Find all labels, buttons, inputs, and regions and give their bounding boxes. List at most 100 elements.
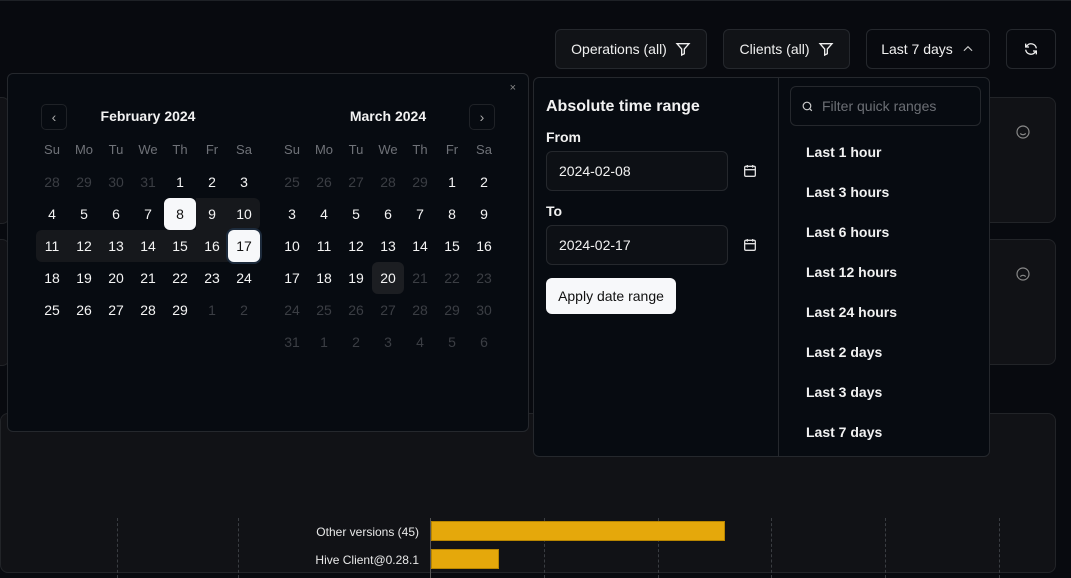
calendar-day[interactable]: 28 [380, 174, 396, 190]
calendar-day[interactable]: 27 [348, 174, 364, 190]
calendar-day[interactable]: 25 [44, 302, 60, 318]
calendar-icon[interactable] [742, 237, 758, 253]
quick-range-item[interactable]: Last 3 days [806, 384, 883, 400]
calendar-day[interactable]: 20 [108, 270, 124, 286]
next-month-button[interactable]: › [469, 104, 495, 130]
calendar-day[interactable]: 10 [284, 238, 300, 254]
calendar-day[interactable]: 30 [476, 302, 492, 318]
calendar-day[interactable]: 29 [76, 174, 92, 190]
calendar-day[interactable]: 29 [412, 174, 428, 190]
calendar-day[interactable]: 4 [416, 334, 424, 350]
calendar-day[interactable]: 16 [196, 230, 228, 262]
calendar-day[interactable]: 25 [284, 174, 300, 190]
calendar-icon[interactable] [742, 163, 758, 179]
calendar-day[interactable]: 22 [444, 270, 460, 286]
quick-range-item[interactable]: Last 24 hours [806, 304, 898, 320]
previous-month-button[interactable]: ‹ [41, 104, 67, 130]
calendar-day[interactable]: 13 [100, 230, 132, 262]
calendar-day[interactable]: 2 [240, 302, 248, 318]
calendar-day[interactable]: 14 [132, 230, 164, 262]
quick-range-item[interactable]: Last 12 hours [806, 264, 898, 280]
quick-range-item[interactable]: Last 7 days [806, 424, 883, 440]
calendar-day[interactable]: 18 [44, 270, 60, 286]
calendar-day[interactable]: 9 [480, 206, 488, 222]
calendar-day[interactable]: 6 [112, 206, 120, 222]
calendar-day[interactable]: 21 [140, 270, 156, 286]
calendar-day[interactable]: 22 [172, 270, 188, 286]
month-march: March 2024 Su Mo Tu We Th Fr Sa 25 26 27 28 29 1 2 3 4 5… [276, 104, 500, 358]
apply-date-range-button[interactable]: Apply date range [546, 278, 676, 314]
clients-filter-button[interactable]: Clients (all) [723, 29, 850, 69]
refresh-button[interactable] [1006, 29, 1056, 69]
calendar-day[interactable]: 5 [80, 206, 88, 222]
close-button[interactable]: × [509, 82, 516, 94]
calendar-day[interactable]: 29 [172, 302, 188, 318]
calendar-day[interactable]: 15 [444, 238, 460, 254]
calendar-day[interactable]: 30 [108, 174, 124, 190]
calendar-day[interactable]: 14 [412, 238, 428, 254]
calendar-day[interactable]: 4 [48, 206, 56, 222]
quick-range-search-input[interactable] [822, 98, 972, 114]
calendar-day[interactable]: 31 [140, 174, 156, 190]
calendar-day[interactable]: 31 [284, 334, 300, 350]
calendar-day[interactable]: 20 [372, 262, 404, 294]
calendar-day[interactable]: 2 [352, 334, 360, 350]
calendar-day[interactable]: 11 [316, 238, 332, 254]
calendar-day[interactable]: 21 [412, 270, 428, 286]
to-date-input[interactable]: 2024-02-17 [546, 225, 728, 265]
calendar-day[interactable]: 17 [228, 230, 260, 262]
calendar-day[interactable]: 26 [76, 302, 92, 318]
calendar-day[interactable]: 3 [240, 174, 248, 190]
calendar-day[interactable]: 19 [348, 270, 364, 286]
calendar-day[interactable]: 1 [176, 174, 184, 190]
quick-range-item[interactable]: Last 2 days [806, 344, 883, 360]
calendar-day[interactable]: 23 [476, 270, 492, 286]
calendar-day[interactable]: 25 [316, 302, 332, 318]
date-range-button[interactable]: Last 7 days [866, 29, 990, 69]
calendar-day[interactable]: 3 [384, 334, 392, 350]
calendar-day[interactable]: 13 [380, 238, 396, 254]
quick-range-item[interactable]: Last 1 hour [806, 144, 882, 160]
calendar-day[interactable]: 1 [448, 174, 456, 190]
calendar-day[interactable]: 24 [284, 302, 300, 318]
from-date-input[interactable]: 2024-02-08 [546, 151, 728, 191]
calendar-day[interactable]: 2 [208, 174, 216, 190]
calendar-day[interactable]: 17 [284, 270, 300, 286]
calendar-day[interactable]: 7 [416, 206, 424, 222]
calendar-day[interactable]: 11 [36, 230, 68, 262]
calendar-day[interactable]: 1 [320, 334, 328, 350]
calendar-day[interactable]: 3 [288, 206, 296, 222]
calendar-day[interactable]: 18 [316, 270, 332, 286]
calendar-day[interactable]: 19 [76, 270, 92, 286]
calendar-day[interactable]: 5 [448, 334, 456, 350]
calendar-day[interactable]: 5 [352, 206, 360, 222]
calendar-day[interactable]: 7 [144, 206, 152, 222]
calendar-day[interactable]: 24 [236, 270, 252, 286]
calendar-day[interactable]: 2 [480, 174, 488, 190]
calendar-day[interactable]: 8 [164, 198, 196, 230]
calendar-day[interactable]: 26 [348, 302, 364, 318]
operations-filter-button[interactable]: Operations (all) [555, 29, 707, 69]
calendar-day[interactable]: 27 [380, 302, 396, 318]
calendar-day[interactable]: 28 [44, 174, 60, 190]
calendar-day[interactable]: 12 [68, 230, 100, 262]
quick-range-item[interactable]: Last 3 hours [806, 184, 890, 200]
calendar-day[interactable]: 6 [384, 206, 392, 222]
calendar-day[interactable]: 6 [480, 334, 488, 350]
calendar-day[interactable]: 23 [204, 270, 220, 286]
calendar-day[interactable]: 1 [208, 302, 216, 318]
calendar-day[interactable]: 15 [164, 230, 196, 262]
calendar-day[interactable]: 10 [228, 198, 260, 230]
calendar-day[interactable]: 28 [412, 302, 428, 318]
calendar-day[interactable]: 9 [196, 198, 228, 230]
calendar-day[interactable]: 29 [444, 302, 460, 318]
quick-range-filter[interactable] [790, 86, 981, 126]
calendar-day[interactable]: 8 [448, 206, 456, 222]
quick-range-item[interactable]: Last 6 hours [806, 224, 890, 240]
calendar-day[interactable]: 4 [320, 206, 328, 222]
calendar-day[interactable]: 16 [476, 238, 492, 254]
calendar-day[interactable]: 26 [316, 174, 332, 190]
calendar-day[interactable]: 27 [108, 302, 124, 318]
calendar-day[interactable]: 12 [348, 238, 364, 254]
calendar-day[interactable]: 28 [140, 302, 156, 318]
